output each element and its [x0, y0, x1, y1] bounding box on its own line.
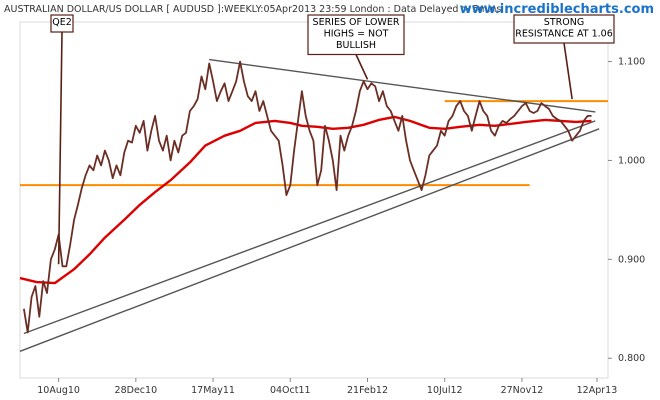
resistance-leader	[563, 42, 573, 100]
resistance-label: STRONG	[544, 17, 584, 28]
y-tick-label: 0.800	[618, 353, 645, 364]
x-tick-label: 21Feb12	[347, 385, 388, 396]
x-tick-label: 27Nov12	[501, 385, 544, 396]
lower-highs-label: SERIES OF LOWER	[313, 17, 400, 28]
lower-highs-leader	[355, 54, 369, 80]
trendlines	[19, 58, 600, 352]
y-axis: 1.100 1.000 0.900 0.800	[608, 57, 645, 364]
y-tick-label: 1.000	[618, 155, 645, 166]
x-tick-label: 12Apr13	[577, 385, 618, 396]
price-line	[23, 60, 592, 334]
x-tick-label: 17May11	[191, 385, 235, 396]
moving-average-layer	[19, 115, 592, 285]
x-tick-label: 10Jul12	[427, 385, 463, 396]
trendline-2	[19, 128, 600, 352]
lower-highs-box	[307, 14, 405, 56]
x-tick-label: 28Dec10	[115, 385, 158, 396]
site-watermark: www.incrediblecharts.com	[460, 2, 654, 17]
resistance-label: RESISTANCE AT 1.06	[515, 29, 613, 40]
resistance-box	[513, 14, 615, 44]
trendline-1	[23, 120, 596, 335]
y-tick-label: 0.900	[618, 254, 645, 265]
chart-title: AUSTRALIAN DOLLAR/US DOLLAR [ AUDUSD ]:W…	[4, 4, 501, 15]
horizontal-lines	[20, 100, 608, 187]
x-tick-label: 04Oct11	[270, 385, 311, 396]
qe2-leader	[57, 31, 63, 265]
lower-highs-label: HIGHS = NOT	[324, 29, 389, 40]
price-layer	[23, 60, 592, 334]
qe2-label: QE2	[52, 17, 72, 28]
qe2-box	[50, 14, 74, 33]
x-axis: 10Aug10 28Dec10 17May11 04Oct11 21Feb12 10Jul…	[37, 378, 617, 396]
x-tick-label: 10Aug10	[37, 385, 80, 396]
trendline-0	[209, 58, 596, 113]
plot-area	[19, 21, 609, 379]
lower-highs-label: BULLISH	[336, 40, 376, 51]
y-tick-label: 1.100	[618, 57, 645, 68]
moving-average-line	[19, 115, 592, 285]
plot-frame	[19, 21, 609, 379]
